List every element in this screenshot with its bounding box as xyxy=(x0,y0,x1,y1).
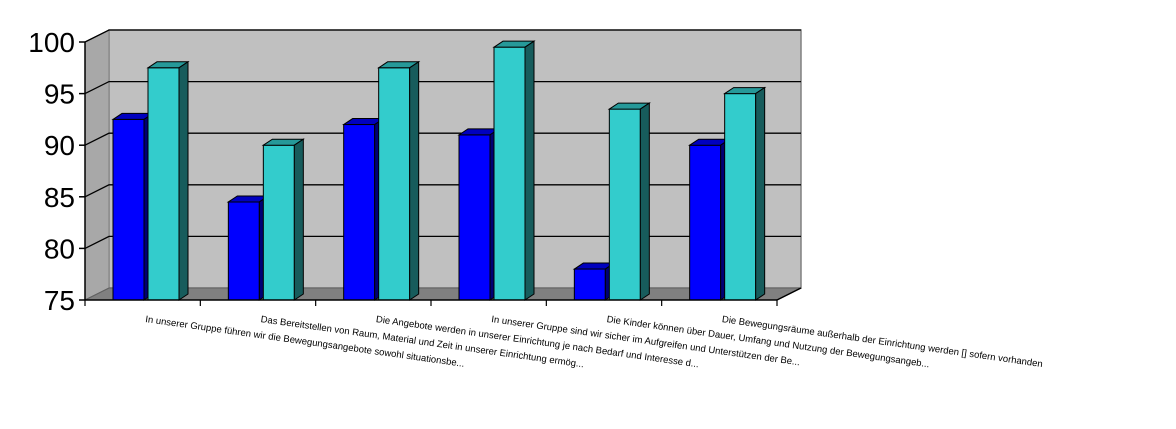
bar xyxy=(342,117,386,301)
y-tick-label: 100 xyxy=(28,27,75,58)
bar xyxy=(377,60,421,301)
y-axis: 75 80 85 90 95 100 xyxy=(28,27,86,316)
bar-front xyxy=(458,134,491,301)
bar xyxy=(572,262,616,301)
y-tick-label: 75 xyxy=(44,285,75,316)
chart-walls xyxy=(84,29,802,301)
bar xyxy=(111,112,155,301)
bar xyxy=(607,102,651,301)
y-tick-label: 85 xyxy=(44,182,75,213)
gridline-80 xyxy=(84,235,801,249)
bar-front xyxy=(378,67,411,301)
back-wall xyxy=(108,29,802,289)
bar-side xyxy=(639,102,650,301)
gridline-95 xyxy=(84,80,801,95)
gridline-100 xyxy=(84,29,801,43)
bar-front xyxy=(689,144,722,301)
y-tick-label: 80 xyxy=(44,233,75,264)
bar-front xyxy=(493,46,526,301)
bar-side xyxy=(178,60,189,301)
bar xyxy=(226,195,270,301)
bar-front xyxy=(262,144,295,301)
bar-side xyxy=(524,40,535,301)
bar-front xyxy=(573,268,606,301)
bar-side xyxy=(293,138,304,301)
y-tick-label: 90 xyxy=(44,130,75,161)
bar-side xyxy=(409,60,420,301)
bar xyxy=(688,138,732,301)
gridlines xyxy=(84,29,801,249)
gridline-90 xyxy=(84,132,801,146)
bar-side xyxy=(755,86,766,301)
bar-front xyxy=(112,118,145,301)
bar-front xyxy=(724,93,757,301)
bar xyxy=(146,60,190,301)
x-axis: In unserer Gruppe führen wir die Bewegun… xyxy=(84,287,1043,370)
x-axis-depth-line xyxy=(776,287,802,301)
bar-front xyxy=(343,124,376,301)
bar xyxy=(457,127,501,301)
bar xyxy=(261,138,305,301)
gridline-85 xyxy=(84,184,801,198)
bar xyxy=(492,40,536,301)
y-tick-label: 95 xyxy=(44,79,75,110)
bar-front xyxy=(608,108,641,301)
bar-front xyxy=(227,201,260,301)
bars xyxy=(111,40,767,301)
side-wall xyxy=(84,29,110,301)
bar xyxy=(723,86,767,301)
bar-front xyxy=(147,67,180,301)
